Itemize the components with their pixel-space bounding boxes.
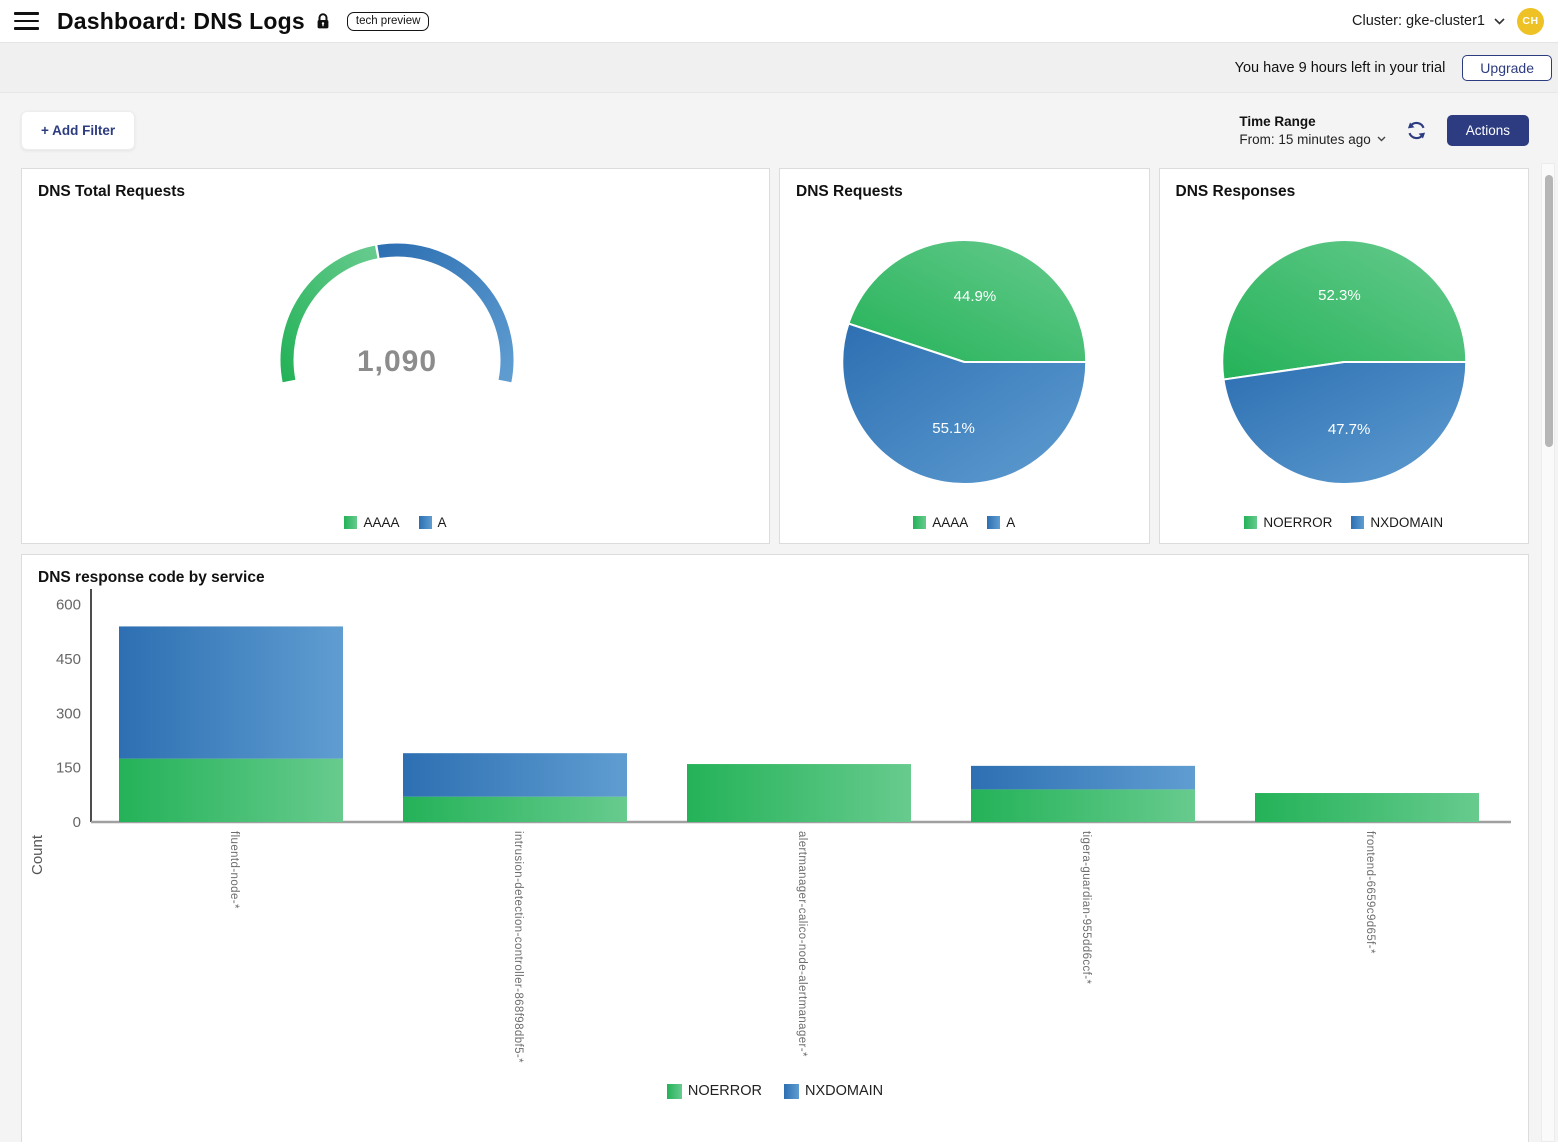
pie-chart: 52.3% 47.7% (1220, 239, 1467, 485)
legend-swatch (666, 1083, 682, 1099)
legend-item[interactable]: NXDOMAIN (783, 1083, 884, 1099)
gauge-value: 1,090 (357, 345, 437, 378)
legend-item[interactable]: AAAA (913, 515, 968, 530)
card-dns-requests: DNS Requests 44.9% 55.1% AAAA A (779, 168, 1150, 544)
legend-item[interactable]: AAAA (344, 515, 400, 530)
chart-legend: AAAA A (22, 515, 769, 530)
chart-legend: AAAA A (780, 515, 1149, 530)
page-title: Dashboard: DNS Logs (57, 7, 305, 34)
y-axis-tick: 450 (56, 651, 81, 668)
bar-segment-noerror (119, 758, 343, 822)
x-axis-category-label: tigera-guardian-955dd6ccf-* (1080, 831, 1092, 984)
scrollbar-thumb[interactable] (1544, 175, 1553, 447)
legend-label: NXDOMAIN (1370, 515, 1444, 530)
bar-segment-nxdomain (403, 753, 627, 797)
legend-swatch (1244, 516, 1258, 529)
legend-swatch (987, 516, 1001, 529)
bar-segment-noerror (403, 796, 627, 822)
add-filter-button[interactable]: + Add Filter (21, 111, 136, 150)
pie-slice-label: 55.1% (932, 420, 975, 437)
legend-item[interactable]: NXDOMAIN (1351, 515, 1443, 530)
actions-button[interactable]: Actions (1446, 115, 1529, 146)
y-axis-tick: 150 (56, 760, 81, 777)
legend-label: NOERROR (1263, 515, 1333, 530)
legend-swatch (344, 516, 358, 529)
time-range-label: Time Range (1239, 113, 1316, 129)
legend-label: A (1006, 515, 1016, 530)
legend-label: AAAA (363, 515, 400, 530)
scrollbar-track (1541, 163, 1555, 1142)
legend-item[interactable]: A (418, 515, 447, 530)
bar-segment-noerror (687, 764, 911, 822)
legend-swatch (913, 516, 927, 529)
legend-item[interactable]: NOERROR (1244, 515, 1332, 530)
chevron-down-icon (1377, 136, 1386, 142)
refresh-icon (1407, 121, 1425, 140)
legend-label: NOERROR (687, 1083, 762, 1099)
legend-swatch (1351, 516, 1365, 529)
x-axis-category-label: frontend-6659c9d65f-* (1364, 831, 1376, 954)
trial-message: You have 9 hours left in your trial (1234, 59, 1446, 76)
card-title: DNS Responses (1175, 183, 1296, 200)
legend-label: A (437, 515, 447, 530)
card-title: DNS response code by service (38, 569, 265, 586)
chart-legend: NOERROR NXDOMAIN (1160, 515, 1529, 530)
legend-swatch (418, 516, 432, 529)
legend-label: AAAA (932, 515, 969, 530)
legend-item[interactable]: NOERROR (666, 1083, 762, 1099)
chart-legend: NOERROR NXDOMAIN (22, 1083, 1528, 1099)
bar-segment-noerror (1255, 793, 1479, 822)
hamburger-menu-icon[interactable] (14, 12, 39, 30)
avatar[interactable]: CH (1517, 7, 1544, 35)
pie-slice-label: 47.7% (1327, 421, 1370, 438)
cluster-selector[interactable]: Cluster: gke-cluster1 (1352, 13, 1505, 29)
filter-toolbar: + Add Filter Time Range From: 15 minutes… (21, 111, 1529, 150)
gauge-chart: 1,090 (280, 243, 514, 383)
app-header: Dashboard: DNS Logs tech preview Cluster… (0, 0, 1558, 43)
card-dns-response-code-by-service: DNS response code by service 0 150 300 450 6… (21, 554, 1529, 1142)
tech-preview-badge: tech preview (346, 11, 430, 31)
legend-item[interactable]: A (987, 515, 1015, 530)
card-dns-total-requests: DNS Total Requests 1,090 AAAA A (21, 168, 770, 544)
pie-slice-label: 52.3% (1318, 287, 1361, 304)
legend-swatch (783, 1083, 799, 1099)
time-range: Time Range From: 15 minutes ago (1239, 113, 1386, 149)
card-title: DNS Total Requests (38, 183, 185, 200)
upgrade-button[interactable]: Upgrade (1462, 54, 1552, 81)
time-range-value[interactable]: From: 15 minutes ago (1239, 131, 1386, 149)
bar-chart: 0 150 300 450 600 Count fluentd-node-* intrusio… (29, 589, 1511, 1063)
pie-slice-label: 44.9% (954, 288, 997, 305)
trial-banner: You have 9 hours left in your trial Upgr… (0, 43, 1558, 93)
bar-segment-noerror (971, 789, 1195, 822)
legend-label: NXDOMAIN (804, 1083, 884, 1099)
lock-icon (315, 12, 331, 30)
cluster-label: Cluster: gke-cluster1 (1352, 13, 1485, 29)
bar-segment-nxdomain (119, 626, 343, 759)
bar-segment-nxdomain (971, 765, 1195, 790)
pie-chart: 44.9% 55.1% (841, 239, 1088, 485)
y-axis-tick: 600 (56, 597, 81, 614)
x-axis-category-label: alertmanager-calico-node-alertmanager-* (796, 831, 808, 1057)
y-axis-tick: 0 (73, 814, 81, 831)
chevron-down-icon (1494, 17, 1505, 25)
card-title: DNS Requests (796, 183, 903, 200)
card-dns-responses: DNS Responses 52.3% 47.7% NOERROR NXDOMAIN (1158, 168, 1529, 544)
y-axis-tick: 300 (56, 705, 81, 722)
y-axis-label: Count (29, 834, 46, 875)
x-axis-category-label: fluentd-node-* (228, 831, 240, 909)
refresh-button[interactable] (1406, 120, 1427, 141)
x-axis-category-label: intrusion-detection-controller-868f98dbf… (512, 831, 524, 1063)
